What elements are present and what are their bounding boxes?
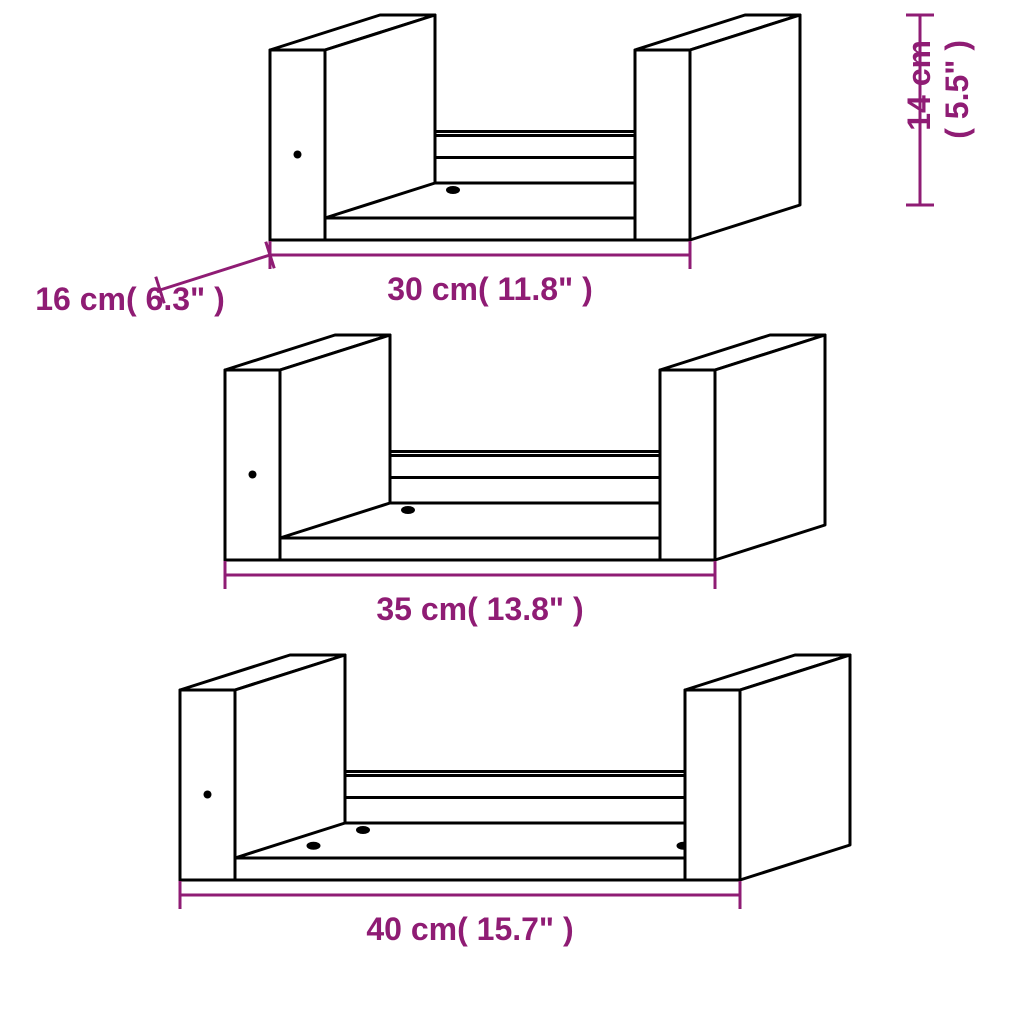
dimension-shelf3_width (180, 881, 740, 909)
dimension-label-height: 14 cm( 5.5" ) (901, 40, 975, 139)
dimension-label-shelf3_width: 40 cm( 15.7" ) (366, 911, 573, 947)
dimension-shelf2_width (225, 561, 715, 589)
dimension-label-shelf2_width: 35 cm( 13.8" ) (376, 591, 583, 627)
dimension-shelf1_width (270, 241, 690, 269)
shelf-large (180, 655, 850, 880)
dimension-label-depth: 16 cm( 6.3" ) (35, 281, 224, 317)
shelf-small (270, 15, 800, 240)
dimension-label-shelf1_width: 30 cm( 11.8" ) (387, 271, 593, 307)
shelf-medium (225, 335, 825, 560)
